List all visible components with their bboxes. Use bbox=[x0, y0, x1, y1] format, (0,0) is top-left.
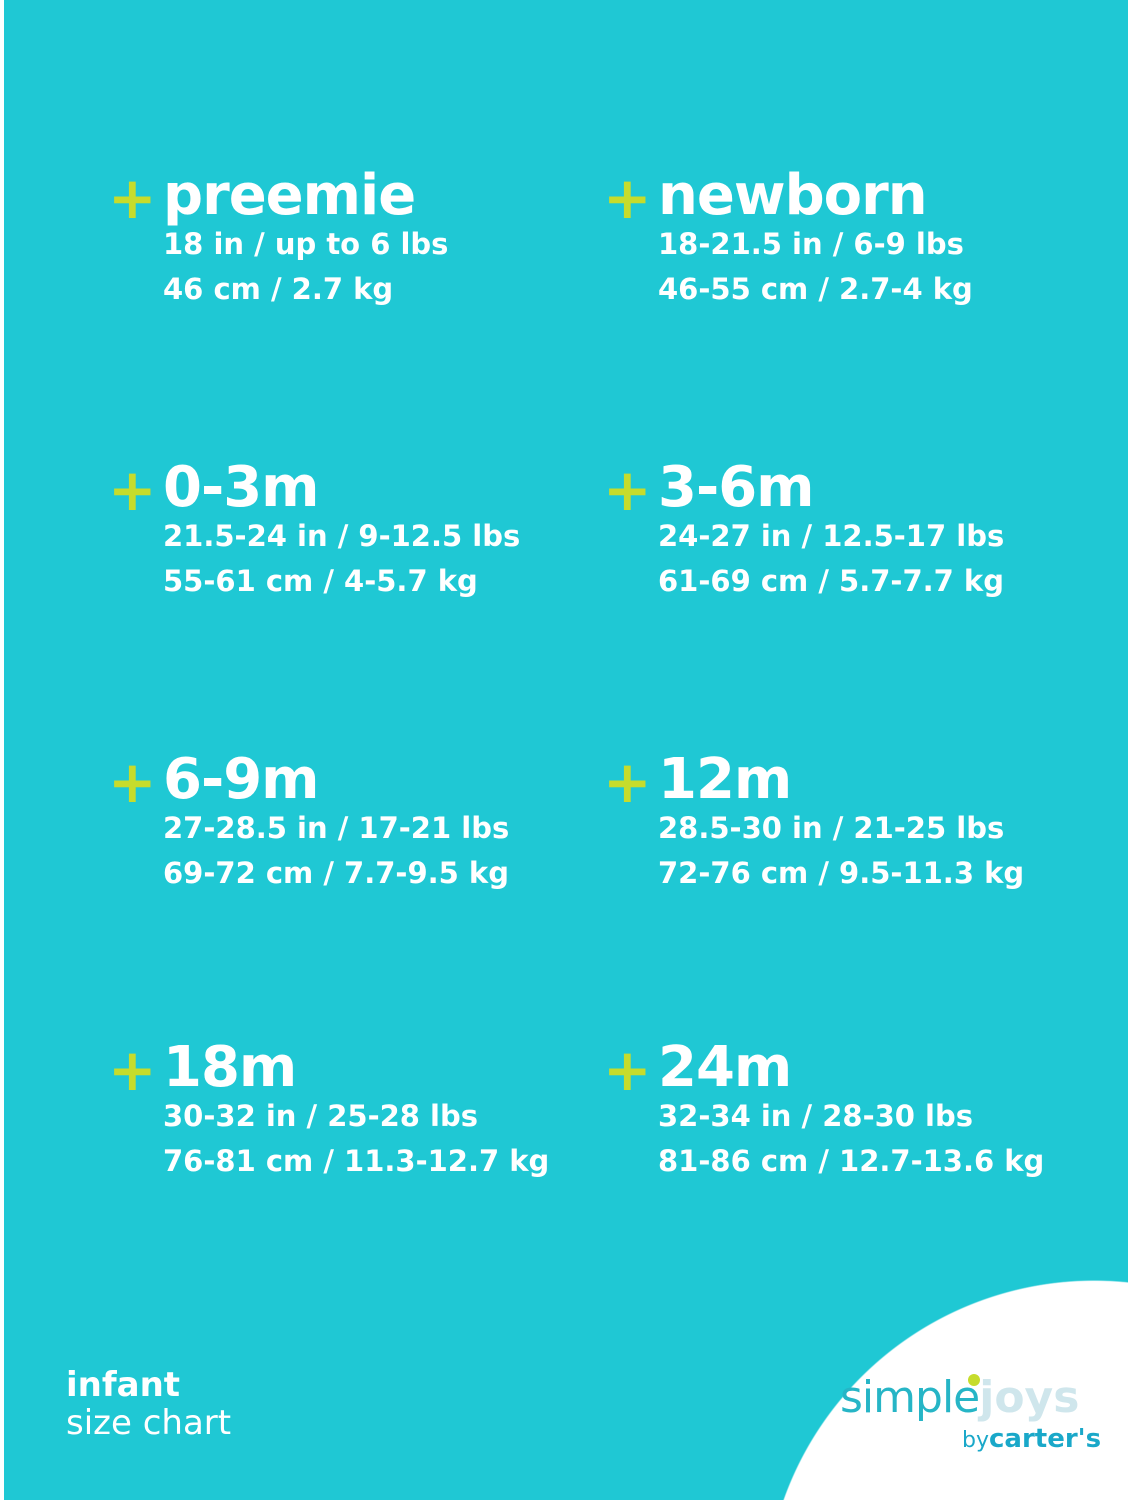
logo-dot bbox=[968, 1374, 980, 1386]
logo-by-carters: bycarter's bbox=[962, 1424, 1101, 1454]
size-metric: 46-55 cm / 2.7-4 kg bbox=[658, 272, 973, 306]
size-metric: 61-69 cm / 5.7-7.7 kg bbox=[658, 564, 1004, 598]
logo-brand: carter's bbox=[988, 1424, 1102, 1454]
plus-icon: + bbox=[108, 748, 157, 816]
size-imperial: 28.5-30 in / 21-25 lbs bbox=[658, 811, 1005, 845]
size-name: 6-9m bbox=[163, 747, 320, 812]
size-metric: 72-76 cm / 9.5-11.3 kg bbox=[658, 856, 1025, 890]
plus-icon: + bbox=[603, 456, 652, 524]
size-metric: 69-72 cm / 7.7-9.5 kg bbox=[163, 856, 509, 890]
size-name: preemie bbox=[163, 163, 416, 228]
plus-icon: + bbox=[603, 1036, 652, 1104]
size-imperial: 27-28.5 in / 17-21 lbs bbox=[163, 811, 510, 845]
title-line-2: size chart bbox=[66, 1403, 232, 1443]
size-metric: 76-81 cm / 11.3-12.7 kg bbox=[163, 1144, 550, 1178]
size-chart-panel: + preemie 18 in / up to 6 lbs 46 cm / 2.… bbox=[4, 0, 1128, 1500]
size-metric: 46 cm / 2.7 kg bbox=[163, 272, 394, 306]
chart-title: infant size chart bbox=[66, 1366, 231, 1442]
plus-icon: + bbox=[108, 164, 157, 232]
simple-joys-logo: simplejoys bycarter's bbox=[840, 1372, 1101, 1454]
size-name: 3-6m bbox=[658, 455, 815, 520]
size-name: 24m bbox=[658, 1035, 792, 1100]
size-metric: 81-86 cm / 12.7-13.6 kg bbox=[658, 1144, 1045, 1178]
size-metric: 55-61 cm / 4-5.7 kg bbox=[163, 564, 478, 598]
size-name: 18m bbox=[163, 1035, 297, 1100]
logo-by: by bbox=[962, 1428, 989, 1453]
logo-circle bbox=[760, 1280, 1128, 1500]
logo-simple: simple bbox=[840, 1372, 980, 1423]
size-imperial: 18 in / up to 6 lbs bbox=[163, 227, 449, 261]
size-name: 0-3m bbox=[163, 455, 320, 520]
plus-icon: + bbox=[108, 456, 157, 524]
size-imperial: 32-34 in / 28-30 lbs bbox=[658, 1099, 974, 1133]
plus-icon: + bbox=[603, 748, 652, 816]
size-imperial: 30-32 in / 25-28 lbs bbox=[163, 1099, 479, 1133]
size-name: newborn bbox=[658, 163, 928, 228]
plus-icon: + bbox=[108, 1036, 157, 1104]
title-line-1: infant bbox=[66, 1365, 181, 1405]
size-name: 12m bbox=[658, 747, 792, 812]
size-imperial: 18-21.5 in / 6-9 lbs bbox=[658, 227, 964, 261]
logo-joys: joys bbox=[979, 1372, 1080, 1423]
size-imperial: 21.5-24 in / 9-12.5 lbs bbox=[163, 519, 521, 553]
plus-icon: + bbox=[603, 164, 652, 232]
size-imperial: 24-27 in / 12.5-17 lbs bbox=[658, 519, 1005, 553]
